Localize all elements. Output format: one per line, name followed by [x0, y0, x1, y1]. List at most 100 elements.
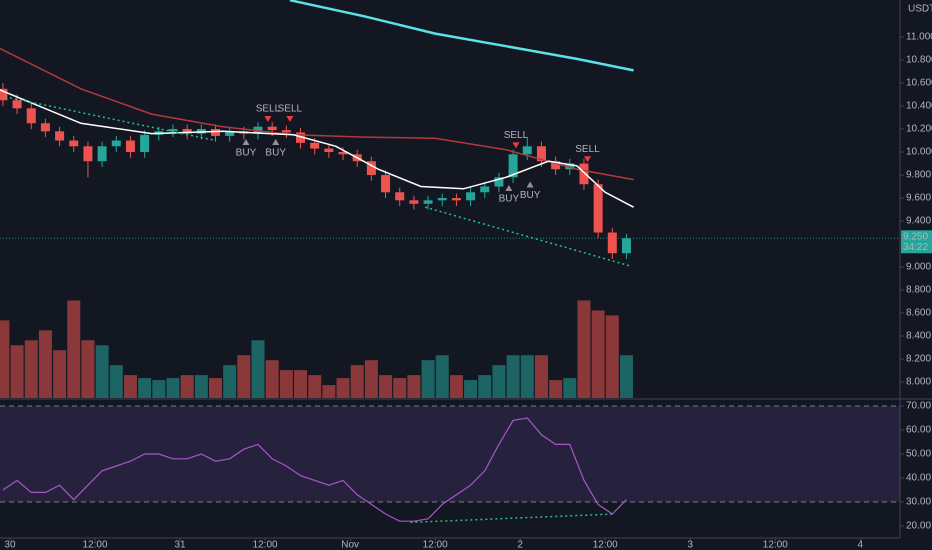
volume-bar: [364, 360, 378, 398]
x-tick-label: 2: [517, 540, 523, 550]
x-tick-label: 30: [4, 540, 16, 550]
candle-body: [296, 132, 306, 143]
candle-body: [125, 140, 135, 153]
candle-body: [508, 154, 518, 178]
rsi-pane: [0, 405, 900, 524]
candle-body: [607, 232, 617, 254]
volume-bar: [265, 360, 279, 398]
signal-marker: [272, 138, 280, 145]
candle-body: [536, 146, 546, 162]
rsi-tick-label: 40.00: [906, 473, 931, 484]
volume-bar: [180, 375, 194, 398]
countdown-label: 34:22: [903, 242, 928, 253]
volume-bar: [478, 375, 492, 398]
indicator-line: [0, 89, 634, 208]
indicator-line: [0, 47, 634, 181]
volume-bar: [350, 365, 364, 398]
volume-bar: [605, 315, 619, 398]
volume-bar: [123, 375, 137, 398]
candle-body: [83, 146, 93, 162]
signal-marker: [584, 156, 592, 163]
rsi-band: [0, 406, 900, 502]
volume-bar: [208, 378, 222, 398]
volume-bar: [152, 380, 166, 398]
candle-body: [267, 126, 277, 131]
rsi-tick-label: 20.00: [906, 521, 931, 532]
candle-body: [324, 148, 334, 153]
x-tick-label: 3: [687, 540, 693, 550]
y-tick-label: 9.400: [906, 216, 931, 227]
signal-marker: [512, 142, 520, 149]
candle-body: [225, 131, 235, 136]
y-tick-label: 10.800: [906, 55, 932, 66]
candle-body: [522, 146, 532, 155]
volume-bar: [577, 300, 591, 398]
y-tick-label: 8.800: [906, 285, 931, 296]
rsi-tick-label: 30.00: [906, 497, 931, 508]
candle-body: [26, 108, 36, 124]
candle-body: [338, 152, 348, 155]
signal-label: BUY: [265, 148, 286, 159]
volume-bar: [563, 378, 577, 398]
candle-body: [579, 163, 589, 185]
y-tick-label: 10.200: [906, 124, 932, 135]
volume-bar: [237, 355, 251, 398]
candle-body: [40, 123, 50, 132]
volume-bar: [506, 355, 520, 398]
signal-marker: [526, 181, 534, 188]
volume-bar: [520, 355, 534, 398]
volume-bar: [0, 320, 10, 398]
y-tick-label: 8.600: [906, 308, 931, 319]
candle-body: [381, 175, 391, 193]
y-tick-label: 8.400: [906, 331, 931, 342]
volume-bar: [393, 378, 407, 398]
x-tick-label: 12:00: [593, 540, 618, 550]
indicator-line: [410, 513, 616, 524]
candle-body: [0, 88, 8, 101]
candle-body: [182, 129, 192, 134]
rsi-tick-label: 70.00: [906, 401, 931, 412]
volume-bar: [379, 375, 393, 398]
candle-body: [409, 200, 419, 204]
rsi-tick-label: 50.00: [906, 449, 931, 460]
candle-body: [168, 129, 178, 132]
candle-body: [451, 198, 461, 201]
signal-marker: [264, 115, 272, 122]
candle-body: [366, 161, 376, 176]
candle-body: [395, 192, 405, 201]
signal-label: SELL: [256, 104, 281, 115]
volume-bar: [53, 350, 67, 398]
y-tick-label: 11.000: [906, 32, 932, 43]
y-tick-label: 9.600: [906, 193, 931, 204]
volume-bar: [67, 300, 81, 398]
candle-body: [466, 192, 476, 201]
volume-bar: [421, 360, 435, 398]
volume-bar: [492, 365, 506, 398]
volume-bar: [95, 345, 109, 398]
signal-label: BUY: [520, 190, 541, 201]
volume-bar: [619, 355, 633, 398]
y-tick-label: 10.600: [906, 78, 932, 89]
x-tick-label: 4: [858, 540, 864, 550]
y-tick-label: 8.200: [906, 354, 931, 365]
candle-body: [494, 177, 504, 187]
volume-bar: [336, 378, 350, 398]
x-tick-label: 12:00: [763, 540, 788, 550]
candle-body: [12, 100, 22, 109]
last-price-box: [901, 230, 932, 254]
signal-label: SELL: [504, 130, 529, 141]
volume-bar: [322, 385, 336, 398]
volume-bar: [24, 340, 38, 398]
volume-bar: [549, 380, 563, 398]
volume-bar: [294, 370, 308, 398]
y-tick-label: 8.000: [906, 377, 931, 388]
candle-body: [111, 140, 121, 147]
signal-label: SELL: [278, 104, 303, 115]
candle-body: [281, 130, 291, 133]
indicator-line: [4, 96, 216, 142]
volume-bar: [194, 375, 208, 398]
signal-label: SELL: [575, 144, 600, 155]
axis-unit: USDT: [908, 4, 932, 15]
